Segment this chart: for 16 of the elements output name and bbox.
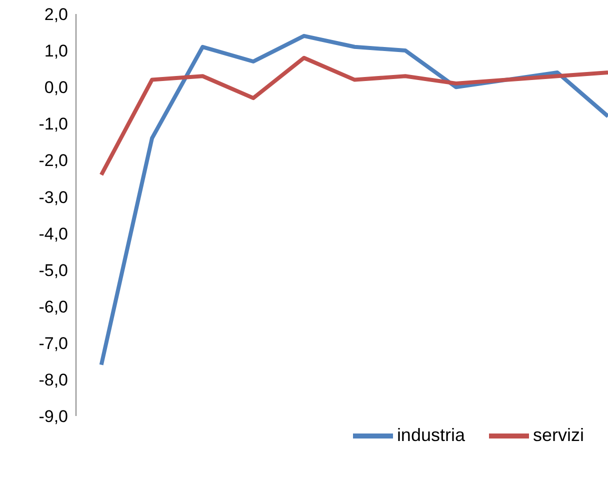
y-tick-label: -7,0 xyxy=(38,334,68,353)
y-tick-label: -4,0 xyxy=(38,224,68,244)
y-tick-label: -8,0 xyxy=(38,370,68,390)
y-tick-label: 2,0 xyxy=(44,5,68,24)
y-tick-label: 0,0 xyxy=(44,78,68,98)
y-tick-label: -9,0 xyxy=(38,407,68,426)
y-tick-label: 1,0 xyxy=(44,42,68,61)
legend-label: industria xyxy=(396,424,465,445)
y-tick-label: -3,0 xyxy=(38,188,68,207)
y-tick-label: -5,0 xyxy=(38,260,68,280)
y-tick-label: -2,0 xyxy=(38,151,68,170)
y-tick-label: -6,0 xyxy=(38,297,68,316)
line-series xyxy=(99,56,608,177)
line-series xyxy=(99,34,608,367)
legend-label: servizi xyxy=(532,424,584,445)
y-tick-label: -1,0 xyxy=(38,114,68,134)
